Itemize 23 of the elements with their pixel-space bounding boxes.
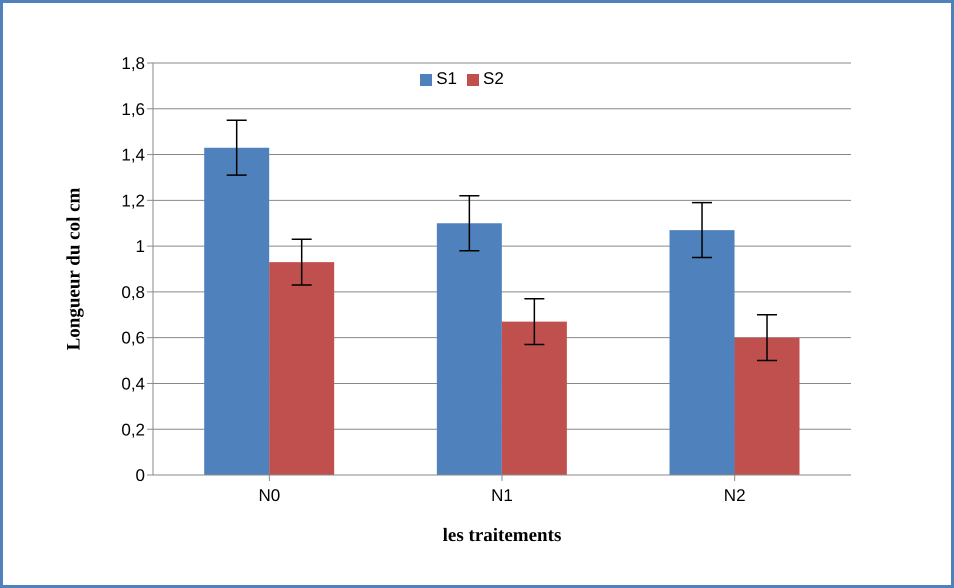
x-axis-title: les traitements bbox=[442, 525, 562, 546]
bar bbox=[734, 338, 800, 475]
legend-label: S2 bbox=[483, 69, 504, 88]
x-tick-label: N2 bbox=[724, 486, 746, 506]
y-tick-label: 1,2 bbox=[121, 191, 145, 210]
y-tick-label: 0,2 bbox=[121, 420, 145, 440]
bar bbox=[204, 148, 270, 475]
y-tick-label: 0 bbox=[136, 466, 145, 486]
bar bbox=[269, 262, 334, 475]
y-tick-label: 1,8 bbox=[121, 54, 145, 74]
y-tick-label: 1,4 bbox=[121, 146, 145, 165]
y-tick-label: 0,4 bbox=[121, 374, 145, 394]
y-axis-title: Longueur du col cm bbox=[64, 187, 85, 350]
bar bbox=[670, 230, 735, 475]
bar bbox=[502, 322, 567, 475]
y-tick-label: 1,6 bbox=[121, 100, 145, 119]
legend-label: S1 bbox=[436, 69, 457, 88]
bar bbox=[436, 223, 502, 475]
y-tick-label: 0,8 bbox=[121, 282, 145, 302]
x-tick-label: N0 bbox=[258, 486, 280, 506]
y-tick-label: 0,6 bbox=[121, 328, 145, 348]
x-tick-label: N1 bbox=[491, 486, 513, 506]
y-tick-label: 1 bbox=[136, 237, 145, 256]
